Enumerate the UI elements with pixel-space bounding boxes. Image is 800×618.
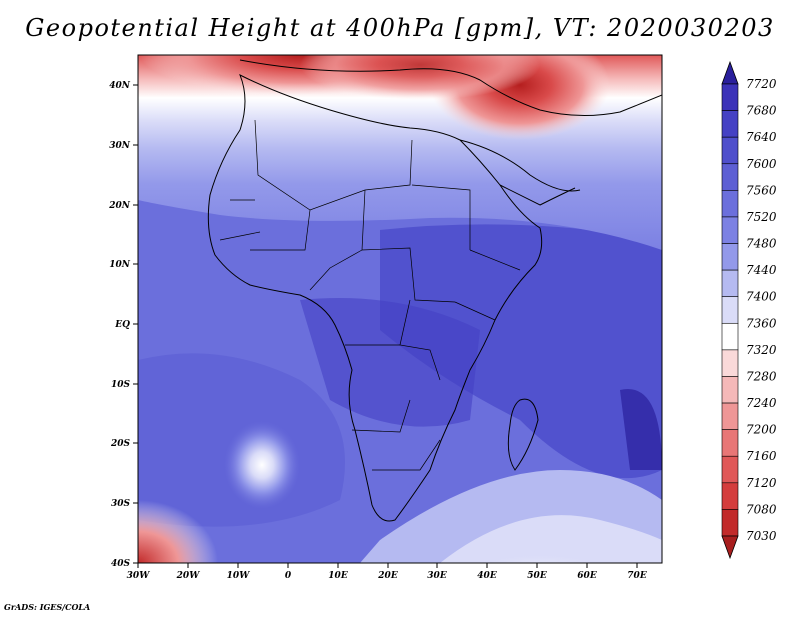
lon-label: 30E bbox=[427, 571, 447, 581]
lat-label: 40S bbox=[111, 559, 131, 569]
contour-field bbox=[138, 55, 662, 563]
colorbar-label: 7560 bbox=[746, 183, 777, 197]
lon-label: 70E bbox=[627, 571, 647, 581]
lon-label: 40E bbox=[477, 571, 497, 581]
credit-text: GrADS: IGES/COLA bbox=[4, 602, 91, 612]
colorbar: 7720 7680 7640 7600 7560 7520 7480 7440 7400 7360… bbox=[721, 60, 777, 560]
colorbar-swatch bbox=[721, 110, 739, 138]
lon-label: 60E bbox=[577, 571, 597, 581]
lon-axis: 30W 20W 10W 0 10E 20E 30E 40E 50E 60E 70… bbox=[127, 563, 647, 581]
lon-label: 20E bbox=[377, 571, 398, 581]
coastline bbox=[207, 59, 662, 522]
lon-label: 10W bbox=[227, 571, 251, 581]
colorbar-swatch bbox=[721, 482, 739, 510]
plot-frame bbox=[137, 54, 663, 564]
colorbar-swatch bbox=[721, 269, 739, 298]
colorbar-label: 7440 bbox=[746, 263, 777, 277]
country-borders bbox=[219, 119, 521, 471]
lat-label: 20N bbox=[108, 201, 131, 211]
colorbar-swatch bbox=[721, 136, 739, 165]
colorbar-label: 7600 bbox=[746, 157, 777, 171]
lat-label: 20S bbox=[110, 439, 131, 449]
lat-label: 30S bbox=[111, 499, 131, 509]
colorbar-label: 7240 bbox=[746, 396, 777, 410]
lat-label: 10S bbox=[111, 380, 131, 390]
colorbar-swatch bbox=[721, 216, 739, 244]
lon-label: 0 bbox=[285, 571, 292, 581]
colorbar-label: 7640 bbox=[746, 130, 777, 144]
colorbar-swatch bbox=[721, 83, 739, 111]
colorbar-label: 7320 bbox=[746, 343, 777, 357]
colorbar-swatch bbox=[721, 296, 739, 324]
colorbar-swatch bbox=[721, 243, 739, 271]
colorbar-label: 7200 bbox=[746, 423, 777, 437]
lon-label: 50E bbox=[527, 571, 547, 581]
colorbar-max-arrow bbox=[721, 60, 739, 85]
colorbar-label: 7080 bbox=[746, 502, 777, 516]
colorbar-label: 7480 bbox=[746, 237, 777, 251]
lat-label: 30N bbox=[109, 141, 131, 151]
lon-label: 20W bbox=[176, 571, 201, 581]
colorbar-swatch bbox=[721, 190, 739, 218]
colorbar-label: 7030 bbox=[746, 529, 777, 543]
colorbar-label: 7280 bbox=[746, 369, 777, 383]
colorbar-swatch bbox=[721, 376, 739, 404]
colorbar-swatch bbox=[721, 509, 739, 537]
lat-label: 40N bbox=[109, 81, 131, 91]
lat-label: 10N bbox=[109, 260, 131, 270]
colorbar-label: 7520 bbox=[746, 210, 777, 224]
lon-label: 30W bbox=[127, 571, 151, 581]
colorbar-label: 7400 bbox=[746, 290, 777, 304]
colorbar-swatch bbox=[721, 163, 739, 191]
lon-label: 10E bbox=[328, 571, 348, 581]
colorbar-label: 7120 bbox=[746, 476, 777, 490]
colorbar-swatch bbox=[721, 402, 739, 430]
chart-title: Geopotential Height at 400hPa [gpm], VT:… bbox=[25, 14, 775, 42]
colorbar-label: 7360 bbox=[746, 316, 777, 330]
colorbar-swatch bbox=[721, 322, 739, 351]
colorbar-swatch bbox=[721, 455, 739, 484]
colorbar-label: 7160 bbox=[746, 449, 777, 463]
colorbar-swatch bbox=[721, 349, 739, 377]
lat-axis: 40N 30N 20N 10N EQ 10S 20S 30S 40S bbox=[108, 81, 138, 569]
colorbar-swatch bbox=[721, 429, 739, 457]
colorbar-label: 7720 bbox=[746, 77, 777, 91]
colorbar-label: 7680 bbox=[746, 104, 777, 118]
colorbar-min-arrow bbox=[721, 535, 739, 560]
lat-label: EQ bbox=[114, 320, 130, 330]
